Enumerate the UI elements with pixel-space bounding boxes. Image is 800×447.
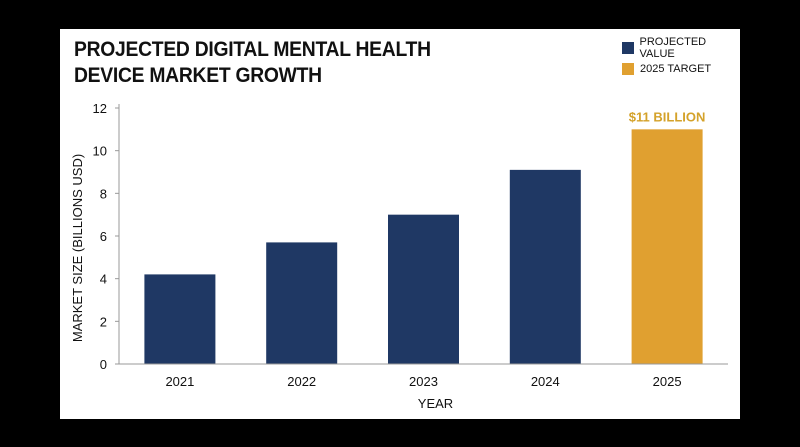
- y-tick-label: 2: [100, 314, 107, 329]
- bar-2022: [266, 242, 338, 364]
- chart-plot: 0 2 4 6 8 10 12 2021 2022 2023 2024 2025 $11 BILLIO…: [70, 101, 728, 411]
- chart-card: PROJECTED DIGITAL MENTAL HEALTH DEVICE M…: [60, 29, 740, 419]
- y-tick-label: 6: [100, 229, 107, 244]
- x-tick-label: 2022: [287, 374, 316, 389]
- bar-2025: [631, 129, 703, 364]
- legend-label-projected-value: PROJECTED VALUE: [639, 36, 707, 60]
- legend-label-2025-target: 2025 TARGET: [640, 63, 712, 75]
- legend-item-2025-target: 2025 TARGET: [622, 62, 740, 76]
- x-axis-title: YEAR: [418, 396, 453, 411]
- bar-2021: [144, 274, 216, 364]
- legend-swatch-2025-target: [622, 63, 634, 75]
- x-tick-label: 2025: [653, 374, 682, 389]
- y-axis-title: MARKET SIZE (BILLIONS USD): [70, 154, 85, 342]
- bar-annotation-label: $11 BILLION: [629, 109, 706, 124]
- y-tick-label: 10: [93, 144, 107, 159]
- y-tick-label: 0: [100, 357, 107, 372]
- bar-2023: [388, 214, 459, 364]
- x-tick-label: 2024: [531, 374, 560, 389]
- legend-item-projected-value: PROJECTED VALUE: [622, 36, 740, 60]
- y-tick-label: 8: [100, 186, 107, 201]
- bar-2024: [509, 169, 581, 364]
- x-tick-label: 2021: [165, 374, 194, 389]
- chart-title: PROJECTED DIGITAL MENTAL HEALTH DEVICE M…: [74, 38, 431, 87]
- y-tick-label: 4: [100, 272, 107, 287]
- x-tick-label: 2023: [409, 374, 438, 389]
- legend-swatch-projected-value: [622, 42, 634, 54]
- y-tick-label: 12: [93, 101, 107, 116]
- chart-legend: PROJECTED VALUE 2025 TARGET: [622, 36, 740, 83]
